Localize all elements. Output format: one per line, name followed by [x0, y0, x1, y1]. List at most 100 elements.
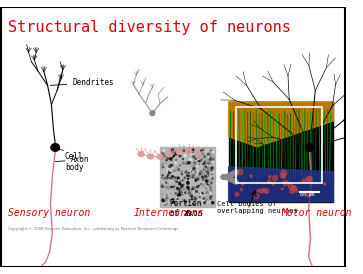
Circle shape	[171, 160, 172, 162]
Circle shape	[204, 161, 205, 162]
Circle shape	[200, 193, 201, 195]
Circle shape	[208, 172, 209, 173]
Ellipse shape	[186, 149, 191, 154]
Ellipse shape	[305, 144, 314, 151]
Circle shape	[172, 201, 175, 204]
Circle shape	[187, 182, 189, 184]
Circle shape	[189, 192, 191, 194]
Circle shape	[203, 201, 205, 203]
Circle shape	[182, 180, 183, 181]
Circle shape	[208, 160, 210, 162]
Circle shape	[212, 161, 214, 163]
Circle shape	[201, 153, 202, 154]
Circle shape	[168, 167, 169, 169]
Circle shape	[197, 157, 199, 159]
Circle shape	[168, 150, 170, 152]
Circle shape	[323, 183, 326, 185]
Circle shape	[180, 153, 182, 155]
Circle shape	[210, 175, 211, 176]
Text: Motor neuron: Motor neuron	[281, 208, 351, 218]
Circle shape	[197, 165, 199, 167]
Circle shape	[202, 176, 203, 178]
Circle shape	[171, 176, 173, 177]
Circle shape	[194, 162, 195, 163]
Circle shape	[212, 158, 214, 160]
Circle shape	[291, 185, 297, 191]
Circle shape	[305, 191, 311, 197]
Circle shape	[175, 152, 177, 154]
Circle shape	[184, 177, 185, 179]
Circle shape	[183, 162, 184, 164]
Circle shape	[188, 162, 190, 164]
Circle shape	[186, 163, 187, 164]
Circle shape	[281, 170, 287, 176]
Circle shape	[200, 150, 201, 151]
Circle shape	[205, 196, 207, 198]
Circle shape	[173, 189, 175, 190]
Circle shape	[177, 201, 178, 202]
Circle shape	[207, 168, 208, 169]
Circle shape	[189, 200, 190, 201]
Circle shape	[240, 189, 242, 191]
Circle shape	[175, 185, 176, 187]
Circle shape	[183, 198, 184, 199]
Circle shape	[183, 184, 184, 185]
Circle shape	[193, 162, 196, 165]
Circle shape	[194, 198, 196, 200]
Circle shape	[194, 153, 196, 155]
Circle shape	[191, 187, 192, 188]
Circle shape	[175, 178, 178, 180]
Circle shape	[173, 170, 175, 172]
Circle shape	[211, 163, 212, 164]
Circle shape	[167, 176, 169, 178]
Circle shape	[199, 174, 200, 175]
Circle shape	[288, 184, 293, 189]
Ellipse shape	[51, 144, 60, 151]
Circle shape	[162, 199, 164, 201]
Circle shape	[162, 184, 164, 185]
Circle shape	[174, 158, 175, 159]
Circle shape	[209, 183, 210, 184]
Circle shape	[173, 178, 174, 180]
Circle shape	[170, 154, 171, 156]
Circle shape	[178, 190, 180, 192]
Circle shape	[203, 159, 204, 161]
Circle shape	[185, 201, 187, 202]
Circle shape	[191, 195, 192, 197]
Circle shape	[168, 174, 169, 175]
Circle shape	[195, 161, 196, 162]
Circle shape	[174, 203, 175, 205]
Circle shape	[206, 171, 208, 173]
Circle shape	[168, 158, 170, 160]
Circle shape	[195, 176, 197, 178]
Circle shape	[180, 186, 183, 188]
Circle shape	[205, 176, 207, 178]
Circle shape	[195, 180, 196, 181]
Circle shape	[162, 185, 164, 187]
Circle shape	[203, 156, 205, 158]
Circle shape	[210, 198, 212, 199]
Circle shape	[177, 178, 178, 179]
Circle shape	[163, 153, 164, 154]
Circle shape	[202, 185, 204, 187]
Circle shape	[166, 160, 167, 161]
Circle shape	[204, 169, 205, 170]
Circle shape	[235, 192, 239, 196]
Circle shape	[171, 178, 172, 180]
Circle shape	[260, 189, 264, 193]
Circle shape	[187, 175, 188, 176]
Circle shape	[189, 152, 190, 153]
Circle shape	[185, 165, 187, 167]
Circle shape	[164, 203, 166, 205]
Circle shape	[207, 153, 210, 156]
Circle shape	[187, 187, 190, 189]
Circle shape	[168, 199, 169, 201]
Circle shape	[210, 201, 211, 203]
Circle shape	[187, 187, 189, 189]
Circle shape	[179, 181, 181, 183]
Ellipse shape	[150, 111, 155, 116]
Circle shape	[178, 169, 180, 170]
Ellipse shape	[167, 152, 172, 157]
Circle shape	[207, 183, 208, 184]
Circle shape	[180, 163, 182, 164]
